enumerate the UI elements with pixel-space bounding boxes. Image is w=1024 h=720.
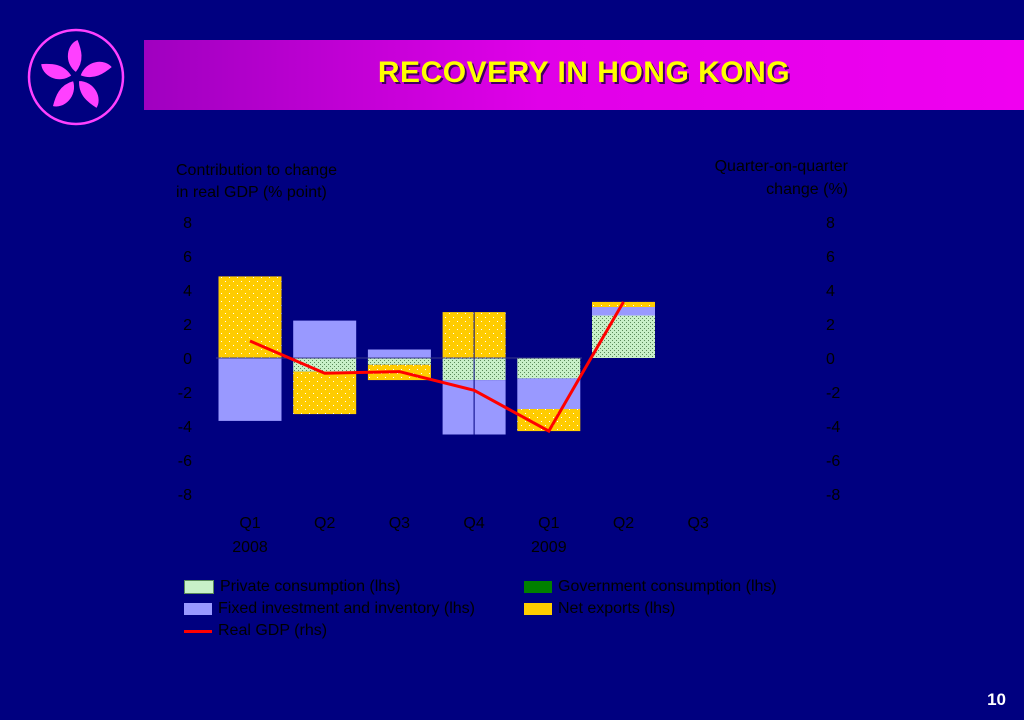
bar-net-exports-0: [218, 276, 282, 358]
legend-item-private-consumption: Private consumption (lhs): [184, 577, 401, 597]
bar-private-consumption-4: [517, 358, 581, 379]
x-tick-label: Q2: [314, 515, 335, 532]
right-tick-label: 0: [826, 351, 835, 368]
right-axis-title-line2: change (%): [766, 181, 848, 198]
legend-item-government-consumption: Government consumption (lhs): [524, 577, 777, 597]
x-year-label: 2009: [531, 539, 567, 556]
legend-item-net-exports: Net exports (lhs): [524, 599, 675, 619]
right-tick-label: -8: [826, 487, 840, 504]
bar-private-consumption-5: [592, 315, 655, 358]
x-tick-label: Q1: [239, 515, 260, 532]
x-tick-label: Q2: [613, 515, 634, 532]
right-tick-label: -6: [826, 453, 840, 470]
x-year-label: 2008: [232, 539, 268, 556]
legend-label-net-exports: Net exports (lhs): [558, 600, 676, 617]
page-number: 10: [987, 690, 1006, 709]
hk-bauhinia-logo: [27, 28, 125, 126]
legend-swatch-government-consumption: [524, 581, 552, 593]
legend-swatch-fixed-investment: [184, 603, 212, 615]
legend-swatch-net-exports: [524, 603, 552, 615]
page-title: RECOVERY IN HONG KONG: [377, 56, 791, 89]
right-tick-label: 4: [826, 283, 835, 300]
left-tick-label: -8: [178, 487, 192, 504]
legend-swatch-private-consumption: [184, 580, 214, 594]
legend-swatch-real-gdp: [184, 629, 212, 633]
left-tick-label: -4: [178, 419, 192, 436]
title-banner: RECOVERY IN HONG KONG: [144, 40, 1024, 110]
right-axis-title-line1: Quarter-on-quarter: [715, 158, 849, 175]
left-axis-ticks: 8 6 4 2 0 -2 -4 -6 -8: [178, 215, 192, 504]
bar-private-consumption-2: [367, 358, 431, 365]
x-tick-label: Q1: [538, 515, 559, 532]
legend-label-fixed-investment: Fixed investment and inventory (lhs): [218, 600, 475, 617]
left-tick-label: 0: [183, 351, 192, 368]
left-tick-label: 4: [183, 283, 192, 300]
legend-item-fixed-investment: Fixed investment and inventory (lhs): [184, 599, 475, 619]
right-tick-label: 8: [826, 215, 835, 232]
chart-legend: Private consumption (lhs) Government con…: [184, 577, 884, 647]
left-tick-label: -6: [178, 453, 192, 470]
x-tick-label: Q3: [688, 515, 709, 532]
legend-label-private-consumption: Private consumption (lhs): [220, 578, 401, 595]
right-tick-label: 2: [826, 317, 835, 334]
left-tick-label: 6: [183, 249, 192, 266]
right-tick-label: -4: [826, 419, 840, 436]
bar-private-consumption-1: [293, 358, 357, 372]
left-tick-label: 2: [183, 317, 192, 334]
x-tick-label: Q3: [389, 515, 410, 532]
legend-item-real-gdp: Real GDP (rhs): [184, 621, 327, 641]
bar-net-exports-4: [517, 409, 581, 432]
legend-label-real-gdp: Real GDP (rhs): [218, 622, 328, 639]
x-axis-ticks: Q1 Q2 Q3 Q4 Q1 Q2 Q3 2008 2009: [232, 515, 709, 556]
x-tick-label: Q4: [463, 515, 484, 532]
bar-fixed-investment-1: [293, 320, 357, 358]
bar-fixed-investment-2: [367, 349, 431, 358]
real-gdp-line: [249, 301, 625, 434]
right-tick-label: -2: [826, 385, 840, 402]
legend-label-government-consumption: Government consumption (lhs): [558, 578, 777, 595]
right-axis-ticks: 8 6 4 2 0 -2 -4 -6 -8: [826, 215, 840, 504]
bar-net-exports-1: [293, 371, 357, 415]
left-tick-label: 8: [183, 215, 192, 232]
bar-fixed-investment-0: [218, 358, 282, 421]
bar-layer: [216, 276, 655, 435]
left-axis-title-line1: Contribution to change: [176, 162, 337, 179]
bar-fixed-investment-5: [592, 307, 655, 316]
right-tick-label: 6: [826, 249, 835, 266]
left-tick-label: -2: [178, 385, 192, 402]
left-axis-title-line2: in real GDP (% point): [176, 184, 327, 201]
